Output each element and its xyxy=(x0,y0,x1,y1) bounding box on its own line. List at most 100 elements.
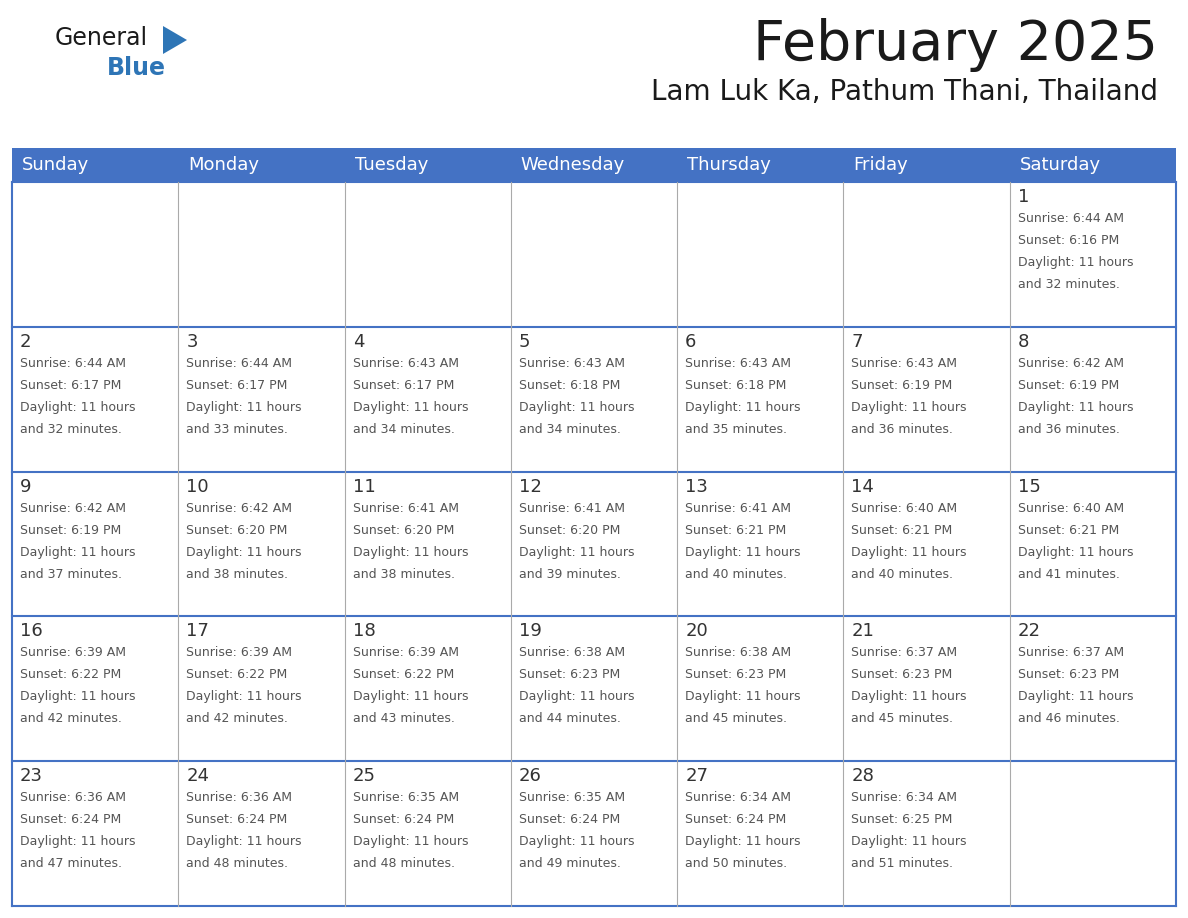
Text: 25: 25 xyxy=(353,767,375,785)
Text: and 41 minutes.: and 41 minutes. xyxy=(1018,567,1119,580)
Text: Sunrise: 6:43 AM: Sunrise: 6:43 AM xyxy=(519,357,625,370)
Text: and 48 minutes.: and 48 minutes. xyxy=(353,857,455,870)
Text: Daylight: 11 hours: Daylight: 11 hours xyxy=(852,545,967,558)
Text: and 37 minutes.: and 37 minutes. xyxy=(20,567,122,580)
Text: Sunrise: 6:37 AM: Sunrise: 6:37 AM xyxy=(1018,646,1124,659)
Text: Thursday: Thursday xyxy=(687,156,771,174)
Text: 1: 1 xyxy=(1018,188,1029,206)
Text: Sunset: 6:23 PM: Sunset: 6:23 PM xyxy=(1018,668,1119,681)
Text: and 36 minutes.: and 36 minutes. xyxy=(1018,423,1119,436)
Text: Daylight: 11 hours: Daylight: 11 hours xyxy=(1018,401,1133,414)
Text: Sunset: 6:24 PM: Sunset: 6:24 PM xyxy=(187,813,287,826)
Text: Sunset: 6:22 PM: Sunset: 6:22 PM xyxy=(187,668,287,681)
Text: 10: 10 xyxy=(187,477,209,496)
Text: 2: 2 xyxy=(20,333,32,351)
Text: 17: 17 xyxy=(187,622,209,641)
Text: 16: 16 xyxy=(20,622,43,641)
Text: and 40 minutes.: and 40 minutes. xyxy=(852,567,954,580)
Text: Sunset: 6:16 PM: Sunset: 6:16 PM xyxy=(1018,234,1119,247)
Text: Sunrise: 6:36 AM: Sunrise: 6:36 AM xyxy=(187,791,292,804)
Text: and 47 minutes.: and 47 minutes. xyxy=(20,857,122,870)
Text: 12: 12 xyxy=(519,477,542,496)
Text: and 42 minutes.: and 42 minutes. xyxy=(187,712,289,725)
Text: Daylight: 11 hours: Daylight: 11 hours xyxy=(353,835,468,848)
Text: Sunset: 6:23 PM: Sunset: 6:23 PM xyxy=(685,668,786,681)
Text: 19: 19 xyxy=(519,622,542,641)
Text: Daylight: 11 hours: Daylight: 11 hours xyxy=(1018,545,1133,558)
Text: Sunrise: 6:44 AM: Sunrise: 6:44 AM xyxy=(187,357,292,370)
Text: Sunrise: 6:34 AM: Sunrise: 6:34 AM xyxy=(685,791,791,804)
Text: and 42 minutes.: and 42 minutes. xyxy=(20,712,122,725)
Text: Sunrise: 6:39 AM: Sunrise: 6:39 AM xyxy=(353,646,459,659)
Text: Sunset: 6:24 PM: Sunset: 6:24 PM xyxy=(353,813,454,826)
Text: Daylight: 11 hours: Daylight: 11 hours xyxy=(187,690,302,703)
Text: Sunrise: 6:42 AM: Sunrise: 6:42 AM xyxy=(187,501,292,515)
Text: Blue: Blue xyxy=(107,56,166,80)
Text: and 51 minutes.: and 51 minutes. xyxy=(852,857,954,870)
Text: Daylight: 11 hours: Daylight: 11 hours xyxy=(685,690,801,703)
Text: Sunrise: 6:40 AM: Sunrise: 6:40 AM xyxy=(1018,501,1124,515)
Text: Sunrise: 6:43 AM: Sunrise: 6:43 AM xyxy=(852,357,958,370)
Text: Sunset: 6:18 PM: Sunset: 6:18 PM xyxy=(519,379,620,392)
Text: Sunset: 6:17 PM: Sunset: 6:17 PM xyxy=(187,379,287,392)
Text: Daylight: 11 hours: Daylight: 11 hours xyxy=(20,835,135,848)
Text: Sunset: 6:19 PM: Sunset: 6:19 PM xyxy=(1018,379,1119,392)
Text: Daylight: 11 hours: Daylight: 11 hours xyxy=(852,690,967,703)
Text: and 45 minutes.: and 45 minutes. xyxy=(852,712,954,725)
Text: Sunrise: 6:43 AM: Sunrise: 6:43 AM xyxy=(353,357,459,370)
Text: Sunset: 6:22 PM: Sunset: 6:22 PM xyxy=(20,668,121,681)
Text: Sunrise: 6:37 AM: Sunrise: 6:37 AM xyxy=(852,646,958,659)
Text: and 38 minutes.: and 38 minutes. xyxy=(187,567,289,580)
Text: Daylight: 11 hours: Daylight: 11 hours xyxy=(519,835,634,848)
Text: Sunset: 6:20 PM: Sunset: 6:20 PM xyxy=(353,523,454,537)
Text: and 38 minutes.: and 38 minutes. xyxy=(353,567,455,580)
Text: Sunset: 6:24 PM: Sunset: 6:24 PM xyxy=(685,813,786,826)
Text: Sunset: 6:19 PM: Sunset: 6:19 PM xyxy=(20,523,121,537)
Text: Daylight: 11 hours: Daylight: 11 hours xyxy=(187,835,302,848)
Text: 3: 3 xyxy=(187,333,197,351)
Text: Sunset: 6:17 PM: Sunset: 6:17 PM xyxy=(353,379,454,392)
Text: 24: 24 xyxy=(187,767,209,785)
Text: 23: 23 xyxy=(20,767,43,785)
Text: Sunset: 6:21 PM: Sunset: 6:21 PM xyxy=(1018,523,1119,537)
Text: and 46 minutes.: and 46 minutes. xyxy=(1018,712,1119,725)
Text: Sunrise: 6:34 AM: Sunrise: 6:34 AM xyxy=(852,791,958,804)
Text: Daylight: 11 hours: Daylight: 11 hours xyxy=(187,401,302,414)
Text: 14: 14 xyxy=(852,477,874,496)
Text: 9: 9 xyxy=(20,477,32,496)
Text: 28: 28 xyxy=(852,767,874,785)
Text: Sunrise: 6:41 AM: Sunrise: 6:41 AM xyxy=(353,501,459,515)
Text: Sunset: 6:23 PM: Sunset: 6:23 PM xyxy=(852,668,953,681)
Text: 7: 7 xyxy=(852,333,862,351)
Text: Lam Luk Ka, Pathum Thani, Thailand: Lam Luk Ka, Pathum Thani, Thailand xyxy=(651,78,1158,106)
Text: 8: 8 xyxy=(1018,333,1029,351)
Text: Tuesday: Tuesday xyxy=(354,156,428,174)
Text: and 43 minutes.: and 43 minutes. xyxy=(353,712,455,725)
Text: Sunset: 6:18 PM: Sunset: 6:18 PM xyxy=(685,379,786,392)
Text: Sunset: 6:21 PM: Sunset: 6:21 PM xyxy=(685,523,786,537)
Text: 15: 15 xyxy=(1018,477,1041,496)
Text: Sunrise: 6:42 AM: Sunrise: 6:42 AM xyxy=(20,501,126,515)
Text: and 40 minutes.: and 40 minutes. xyxy=(685,567,788,580)
Text: 22: 22 xyxy=(1018,622,1041,641)
Text: and 48 minutes.: and 48 minutes. xyxy=(187,857,289,870)
Text: 26: 26 xyxy=(519,767,542,785)
Text: and 45 minutes.: and 45 minutes. xyxy=(685,712,788,725)
Text: and 34 minutes.: and 34 minutes. xyxy=(353,423,455,436)
Text: 5: 5 xyxy=(519,333,530,351)
Text: Sunset: 6:22 PM: Sunset: 6:22 PM xyxy=(353,668,454,681)
Text: 21: 21 xyxy=(852,622,874,641)
Text: Daylight: 11 hours: Daylight: 11 hours xyxy=(187,545,302,558)
Text: Sunset: 6:24 PM: Sunset: 6:24 PM xyxy=(20,813,121,826)
Text: and 32 minutes.: and 32 minutes. xyxy=(1018,278,1119,291)
Polygon shape xyxy=(163,26,187,54)
Text: Daylight: 11 hours: Daylight: 11 hours xyxy=(685,545,801,558)
Text: 11: 11 xyxy=(353,477,375,496)
Text: 27: 27 xyxy=(685,767,708,785)
Text: Sunset: 6:23 PM: Sunset: 6:23 PM xyxy=(519,668,620,681)
Text: Sunset: 6:24 PM: Sunset: 6:24 PM xyxy=(519,813,620,826)
Text: 20: 20 xyxy=(685,622,708,641)
Text: Sunset: 6:20 PM: Sunset: 6:20 PM xyxy=(187,523,287,537)
Text: Daylight: 11 hours: Daylight: 11 hours xyxy=(685,835,801,848)
Text: Sunset: 6:20 PM: Sunset: 6:20 PM xyxy=(519,523,620,537)
